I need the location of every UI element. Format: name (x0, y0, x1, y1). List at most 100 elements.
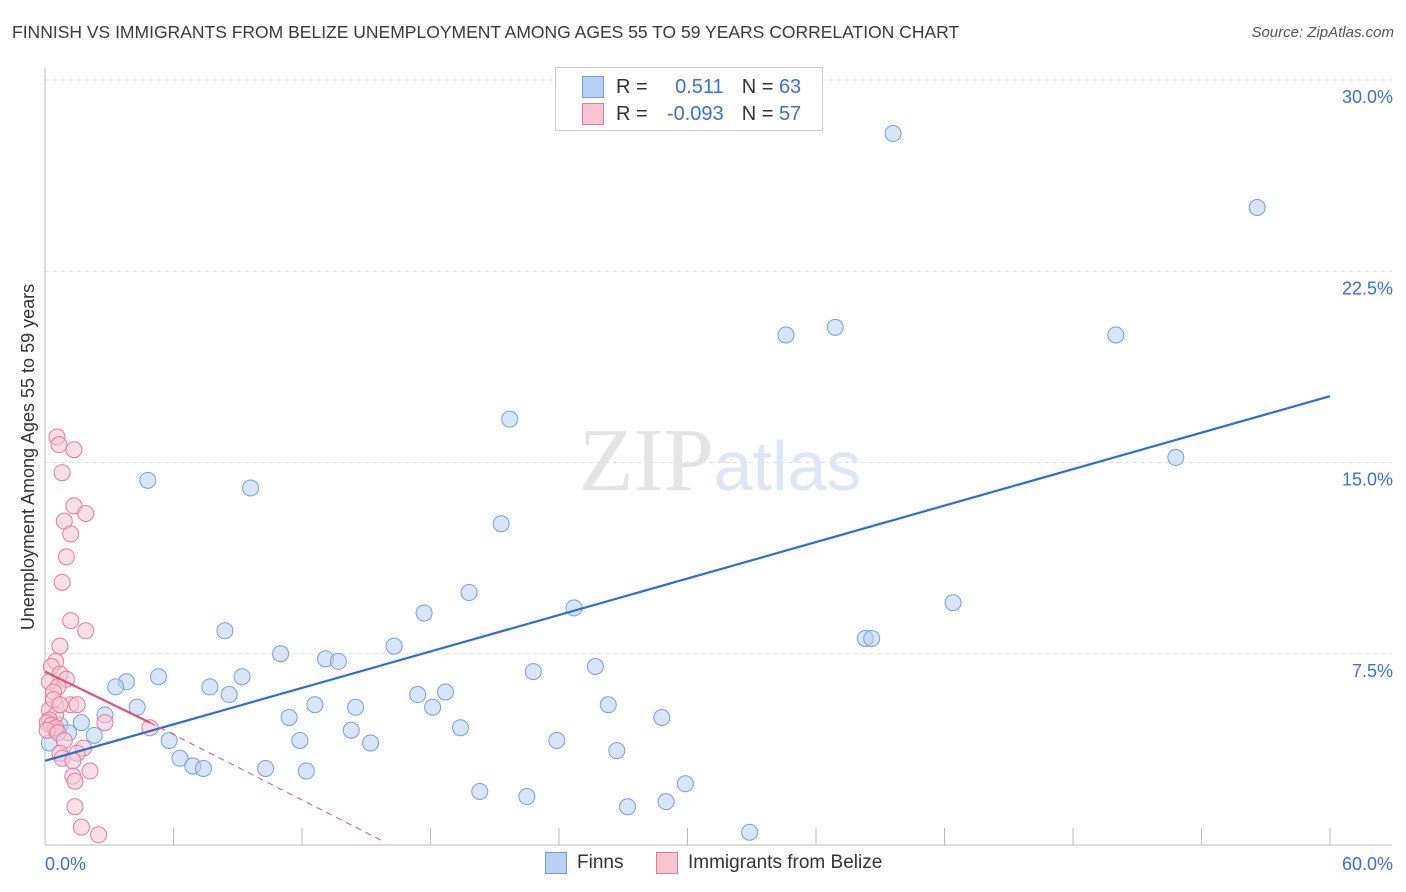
y-axis-label: Unemployment Among Ages 55 to 59 years (18, 284, 38, 630)
legend-swatch-belize (582, 103, 604, 125)
legend-swatch-finns (582, 76, 604, 98)
belize-point (53, 573, 71, 591)
belize-point (90, 826, 108, 844)
legend-n-value: 57 (778, 102, 802, 125)
finns-point (362, 734, 380, 752)
x-tick-label: 60.0% (1342, 854, 1393, 874)
belize-point (51, 637, 69, 655)
belize-point (57, 548, 75, 566)
y-tick-label: 7.5% (1352, 661, 1393, 681)
belize-point (65, 441, 83, 459)
belize-point (51, 696, 69, 714)
belize-point (68, 696, 86, 714)
legend: R = 0.511 N = 63 R = -0.093 N = 57 (555, 67, 823, 131)
x-tick-label: 0.0% (45, 854, 86, 874)
finns-point (194, 760, 212, 777)
finns-point (863, 629, 881, 647)
belize-point (72, 818, 90, 836)
bottom-legend-finns: Finns (545, 852, 623, 874)
y-tick-label: 22.5% (1342, 278, 1393, 298)
finns-point (347, 698, 365, 716)
belize-point (66, 798, 84, 816)
legend-r-value: -0.093 (666, 102, 724, 125)
finns-point (676, 775, 694, 793)
finns-point (272, 645, 290, 663)
finns-point (280, 709, 298, 726)
finns-point (150, 668, 168, 686)
finns-point (548, 731, 566, 749)
belize-point (77, 622, 95, 640)
finns-point (884, 125, 902, 143)
finns-point (297, 762, 315, 780)
finns-point (657, 793, 675, 811)
finns-point (257, 760, 275, 777)
legend-r-label: R = (616, 102, 648, 125)
legend-n-value: 63 (778, 75, 802, 98)
belize-point (50, 436, 68, 454)
finns-point (826, 318, 844, 336)
legend-n-label: N = (741, 102, 774, 125)
finns-point (201, 678, 219, 696)
finns-point (599, 696, 617, 714)
belize-point (53, 464, 71, 482)
belize-point (81, 762, 99, 780)
belize-trend-line (44, 670, 151, 724)
finns-point (1167, 448, 1185, 466)
finns-point (451, 719, 469, 737)
belize-point (65, 497, 83, 515)
finns-point (777, 326, 795, 344)
finns-point (619, 798, 637, 816)
finns-point (139, 471, 157, 489)
belize-point (62, 525, 80, 543)
legend-r-value: 0.511 (675, 75, 724, 98)
belize-point (96, 714, 114, 732)
legend-row-belize: R = -0.093 N = 57 (582, 102, 801, 126)
finns-point (291, 731, 309, 749)
finns-point (409, 686, 427, 704)
finns-point (220, 686, 238, 704)
y-tick-label: 30.0% (1342, 87, 1393, 107)
finns-point (741, 823, 759, 841)
finns-point (436, 683, 454, 701)
finns-point (944, 594, 962, 612)
finns-point (1248, 199, 1266, 216)
finns-point (233, 668, 251, 686)
legend-label-finns: Finns (577, 852, 624, 873)
finns-point (492, 515, 510, 533)
legend-r-label: R = (616, 75, 648, 98)
legend-row-finns: R = 0.511 N = 63 (582, 75, 801, 99)
finns-point (586, 658, 604, 675)
finns-point (107, 678, 125, 696)
belize-point (62, 612, 80, 630)
finns-point (385, 637, 403, 655)
finns-trend-line (44, 395, 1331, 762)
finns-point (242, 479, 260, 497)
finns-point (329, 652, 347, 670)
finns-point (342, 721, 360, 739)
finns-point (72, 714, 90, 732)
finns-point (501, 410, 519, 428)
bottom-legend-belize: Immigrants from Belize (656, 852, 882, 874)
chart-source: Source: ZipAtlas.com (1251, 24, 1394, 41)
finns-point (415, 604, 433, 622)
watermark: ZIPatlas (579, 411, 862, 510)
finns-point (1107, 326, 1125, 344)
finns-point (460, 584, 478, 602)
finns-point (653, 709, 671, 726)
finns-point (85, 726, 103, 744)
legend-swatch-belize (656, 852, 678, 874)
legend-label-belize: Immigrants from Belize (688, 852, 883, 873)
finns-point (216, 622, 234, 640)
chart-title: FINNISH VS IMMIGRANTS FROM BELIZE UNEMPL… (12, 22, 960, 42)
finns-point (518, 788, 536, 806)
belize-point (77, 505, 95, 522)
belize-point (66, 772, 84, 790)
finns-point (171, 749, 189, 767)
finns-point (424, 698, 442, 716)
finns-point (471, 782, 489, 800)
finns-point (160, 731, 178, 749)
finns-point (524, 663, 542, 681)
finns-point (608, 742, 626, 760)
